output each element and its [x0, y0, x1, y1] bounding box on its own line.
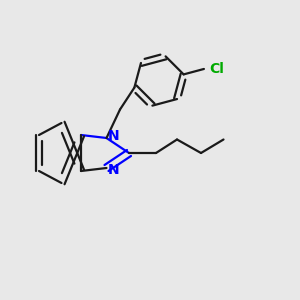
Text: Cl: Cl — [209, 62, 224, 76]
Text: N: N — [107, 163, 119, 176]
Text: N: N — [107, 130, 119, 143]
